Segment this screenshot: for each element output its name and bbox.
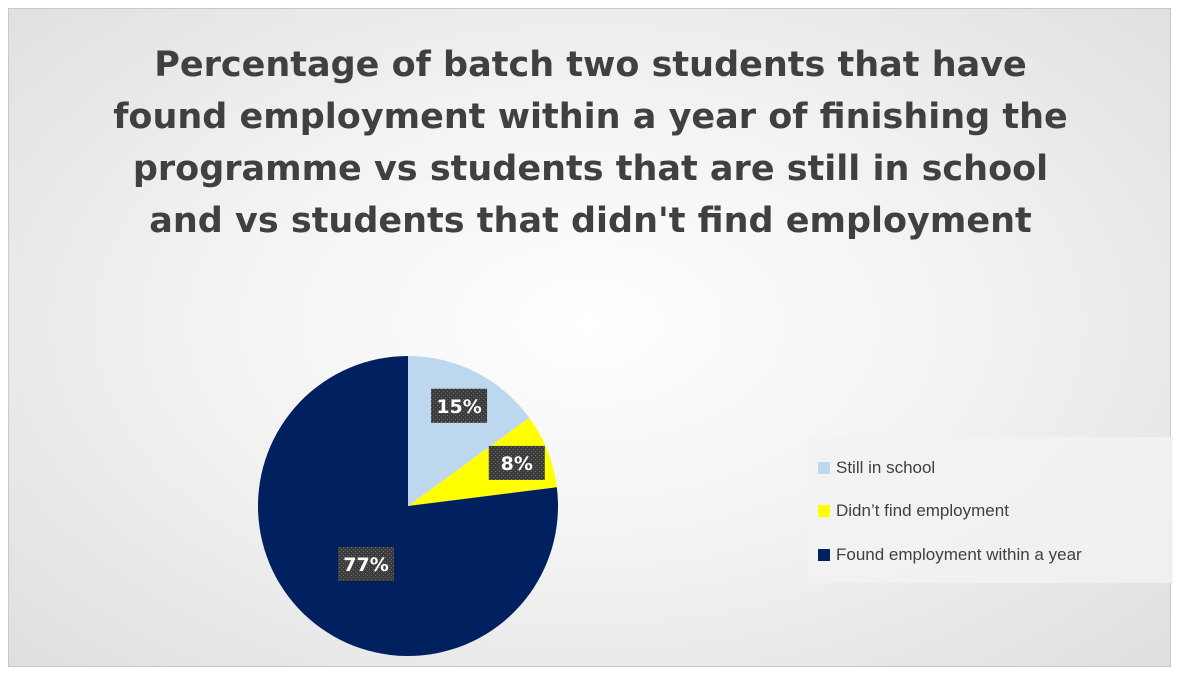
chart-title: Percentage of batch two students that ha…: [113, 45, 1068, 241]
legend: Still in school Didn’t find employment F…: [808, 437, 1173, 583]
data-label-box: [338, 547, 394, 581]
legend-item-found-employment: Found employment within a year: [818, 544, 1082, 566]
pie-slice-found-employment: [258, 356, 559, 656]
legend-item-still-in-school: Still in school: [818, 457, 935, 479]
legend-swatch-still-in-school: [818, 462, 830, 474]
data-label-text: 8%: [501, 453, 533, 475]
data-label-found-employment: 77%: [338, 547, 394, 581]
legend-item-didnt-find-employment: Didn’t find employment: [818, 500, 1009, 522]
data-label-text: 77%: [343, 554, 388, 576]
legend-label-didnt-find-employment: Didn’t find employment: [836, 501, 1009, 520]
legend-label-still-in-school: Still in school: [836, 458, 936, 477]
data-label-still-in-school: 15%: [431, 388, 488, 423]
data-label-box: [431, 388, 488, 423]
legend-swatch-found-employment: [818, 549, 830, 561]
legend-swatch-didnt-find-employment: [818, 505, 830, 517]
pie-chart: 15% 8% 77%: [258, 356, 559, 656]
data-label-box: [488, 445, 545, 480]
chart-area: Percentage of batch two students that ha…: [8, 8, 1173, 667]
pie-slice-didnt-find-employment: [408, 417, 557, 506]
data-label-didnt-find-employment: 8%: [488, 445, 545, 480]
data-label-text: 15%: [436, 396, 481, 418]
legend-label-found-employment: Found employment within a year: [836, 545, 1082, 564]
